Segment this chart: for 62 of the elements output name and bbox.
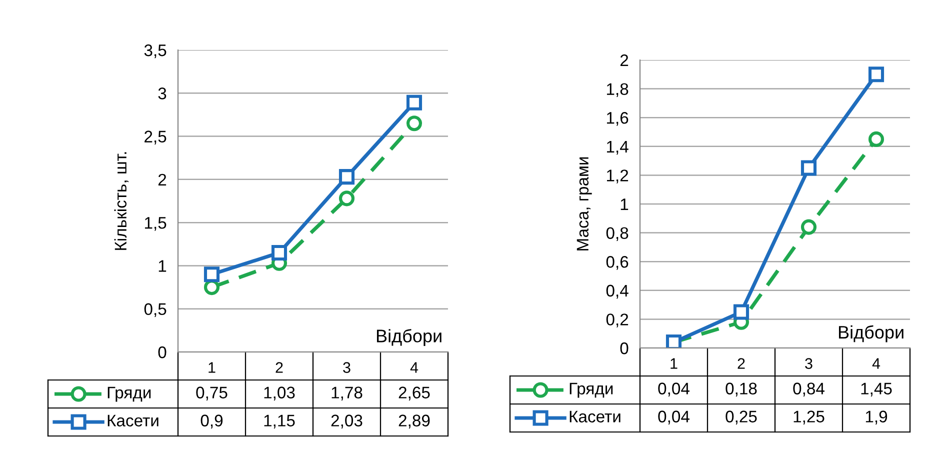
x-axis-title: Відбори [838, 325, 904, 342]
point [338, 190, 355, 206]
point [338, 169, 355, 185]
x-tick-label: 3 [343, 362, 350, 373]
point [271, 244, 288, 261]
data-label: 0,84 [793, 382, 824, 396]
x-tick-label: 4 [410, 362, 418, 373]
y-tick-label: 0 [158, 346, 166, 358]
y-tick-label: 1 [620, 198, 628, 210]
y-tick-label: 0,5 [144, 303, 166, 318]
legend-label: Гряди [108, 386, 151, 402]
data-label: 2,03 [331, 414, 362, 428]
data-label: 1,45 [861, 382, 892, 396]
y-tick-label: 0,2 [606, 314, 628, 328]
data-label: 1,03 [264, 386, 295, 400]
data-label: 0,25 [726, 410, 757, 424]
data-label: 0,04 [658, 410, 690, 424]
point [800, 219, 817, 235]
legend-label: Касети [570, 410, 620, 422]
point [800, 160, 817, 176]
y-tick-label: 3,5 [144, 44, 166, 58]
data-label: 0,9 [200, 414, 223, 428]
data-label: 2,89 [398, 414, 430, 428]
y-tick-label: 0,6 [606, 256, 628, 270]
y-tick-label: 2 [620, 54, 628, 66]
point [733, 304, 750, 320]
x-tick-label: 2 [276, 362, 283, 373]
y-tick-label: 1,8 [606, 83, 628, 97]
data-label: 1,78 [332, 386, 362, 400]
y-tick-label: 0 [620, 342, 628, 354]
x-tick-label: 1 [208, 362, 216, 373]
x-tick-label: 3 [805, 358, 812, 369]
y-tick-label: 3 [158, 88, 166, 100]
data-label: 1,15 [264, 414, 295, 428]
point [406, 116, 422, 132]
data-label: 2,65 [398, 386, 430, 400]
legend-label: Касети [108, 414, 158, 426]
y-tick-label: 0,8 [606, 227, 628, 241]
point [868, 131, 884, 147]
x-tick-label: 2 [738, 358, 745, 369]
y-axis-title: Маса, грами [576, 157, 592, 250]
y-tick-label: 2 [158, 174, 166, 186]
point [868, 66, 884, 82]
data-label: 1,9 [866, 410, 888, 424]
y-tick-label: 2,5 [144, 130, 166, 144]
y-tick-label: 1,4 [606, 140, 628, 155]
data-label: 0,04 [658, 382, 690, 396]
point [406, 94, 422, 110]
y-tick-label: 1,6 [606, 112, 628, 126]
y-tick-label: 0,4 [606, 284, 628, 299]
y-tick-label: 1 [158, 260, 166, 272]
y-tick-label: 1,2 [606, 170, 628, 184]
data-label: 0,18 [726, 382, 757, 396]
y-axis-title: Кількість, шт. [114, 152, 129, 250]
data-label: 0,75 [196, 386, 228, 400]
x-tick-label: 1 [670, 358, 678, 369]
x-axis-title: Відбори [376, 328, 442, 346]
point [204, 266, 220, 282]
data-label: 1,25 [794, 410, 824, 424]
x-tick-label: 4 [872, 358, 880, 369]
legend-label: Гряди [570, 382, 613, 398]
y-tick-label: 1,5 [144, 217, 166, 231]
